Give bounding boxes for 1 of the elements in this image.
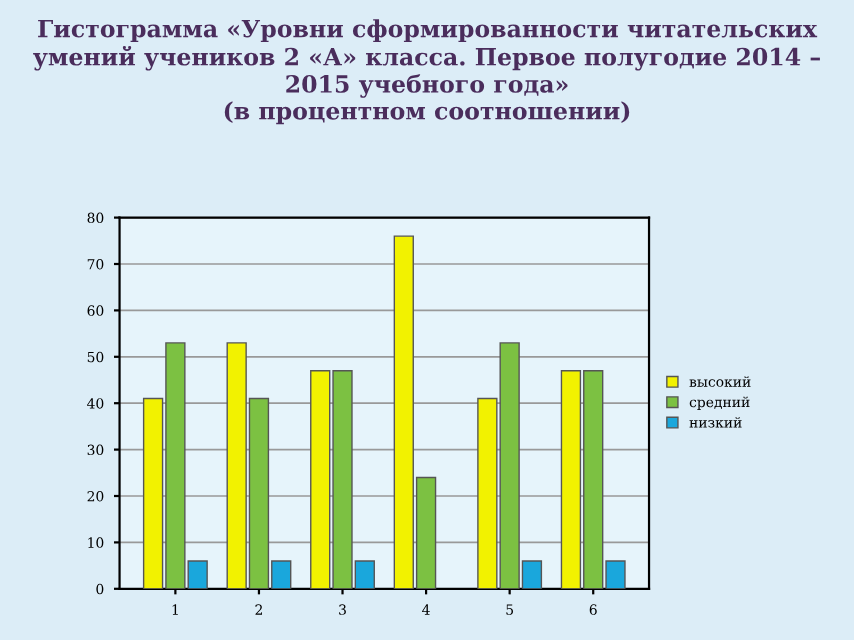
chart-title: Гистограмма «Уровни сформированности читательских умений учеников 2 «А» класса. Первое полугодие 2014 – 2015 учебного года» (в процентном соотношении) bbox=[33, 19, 820, 125]
